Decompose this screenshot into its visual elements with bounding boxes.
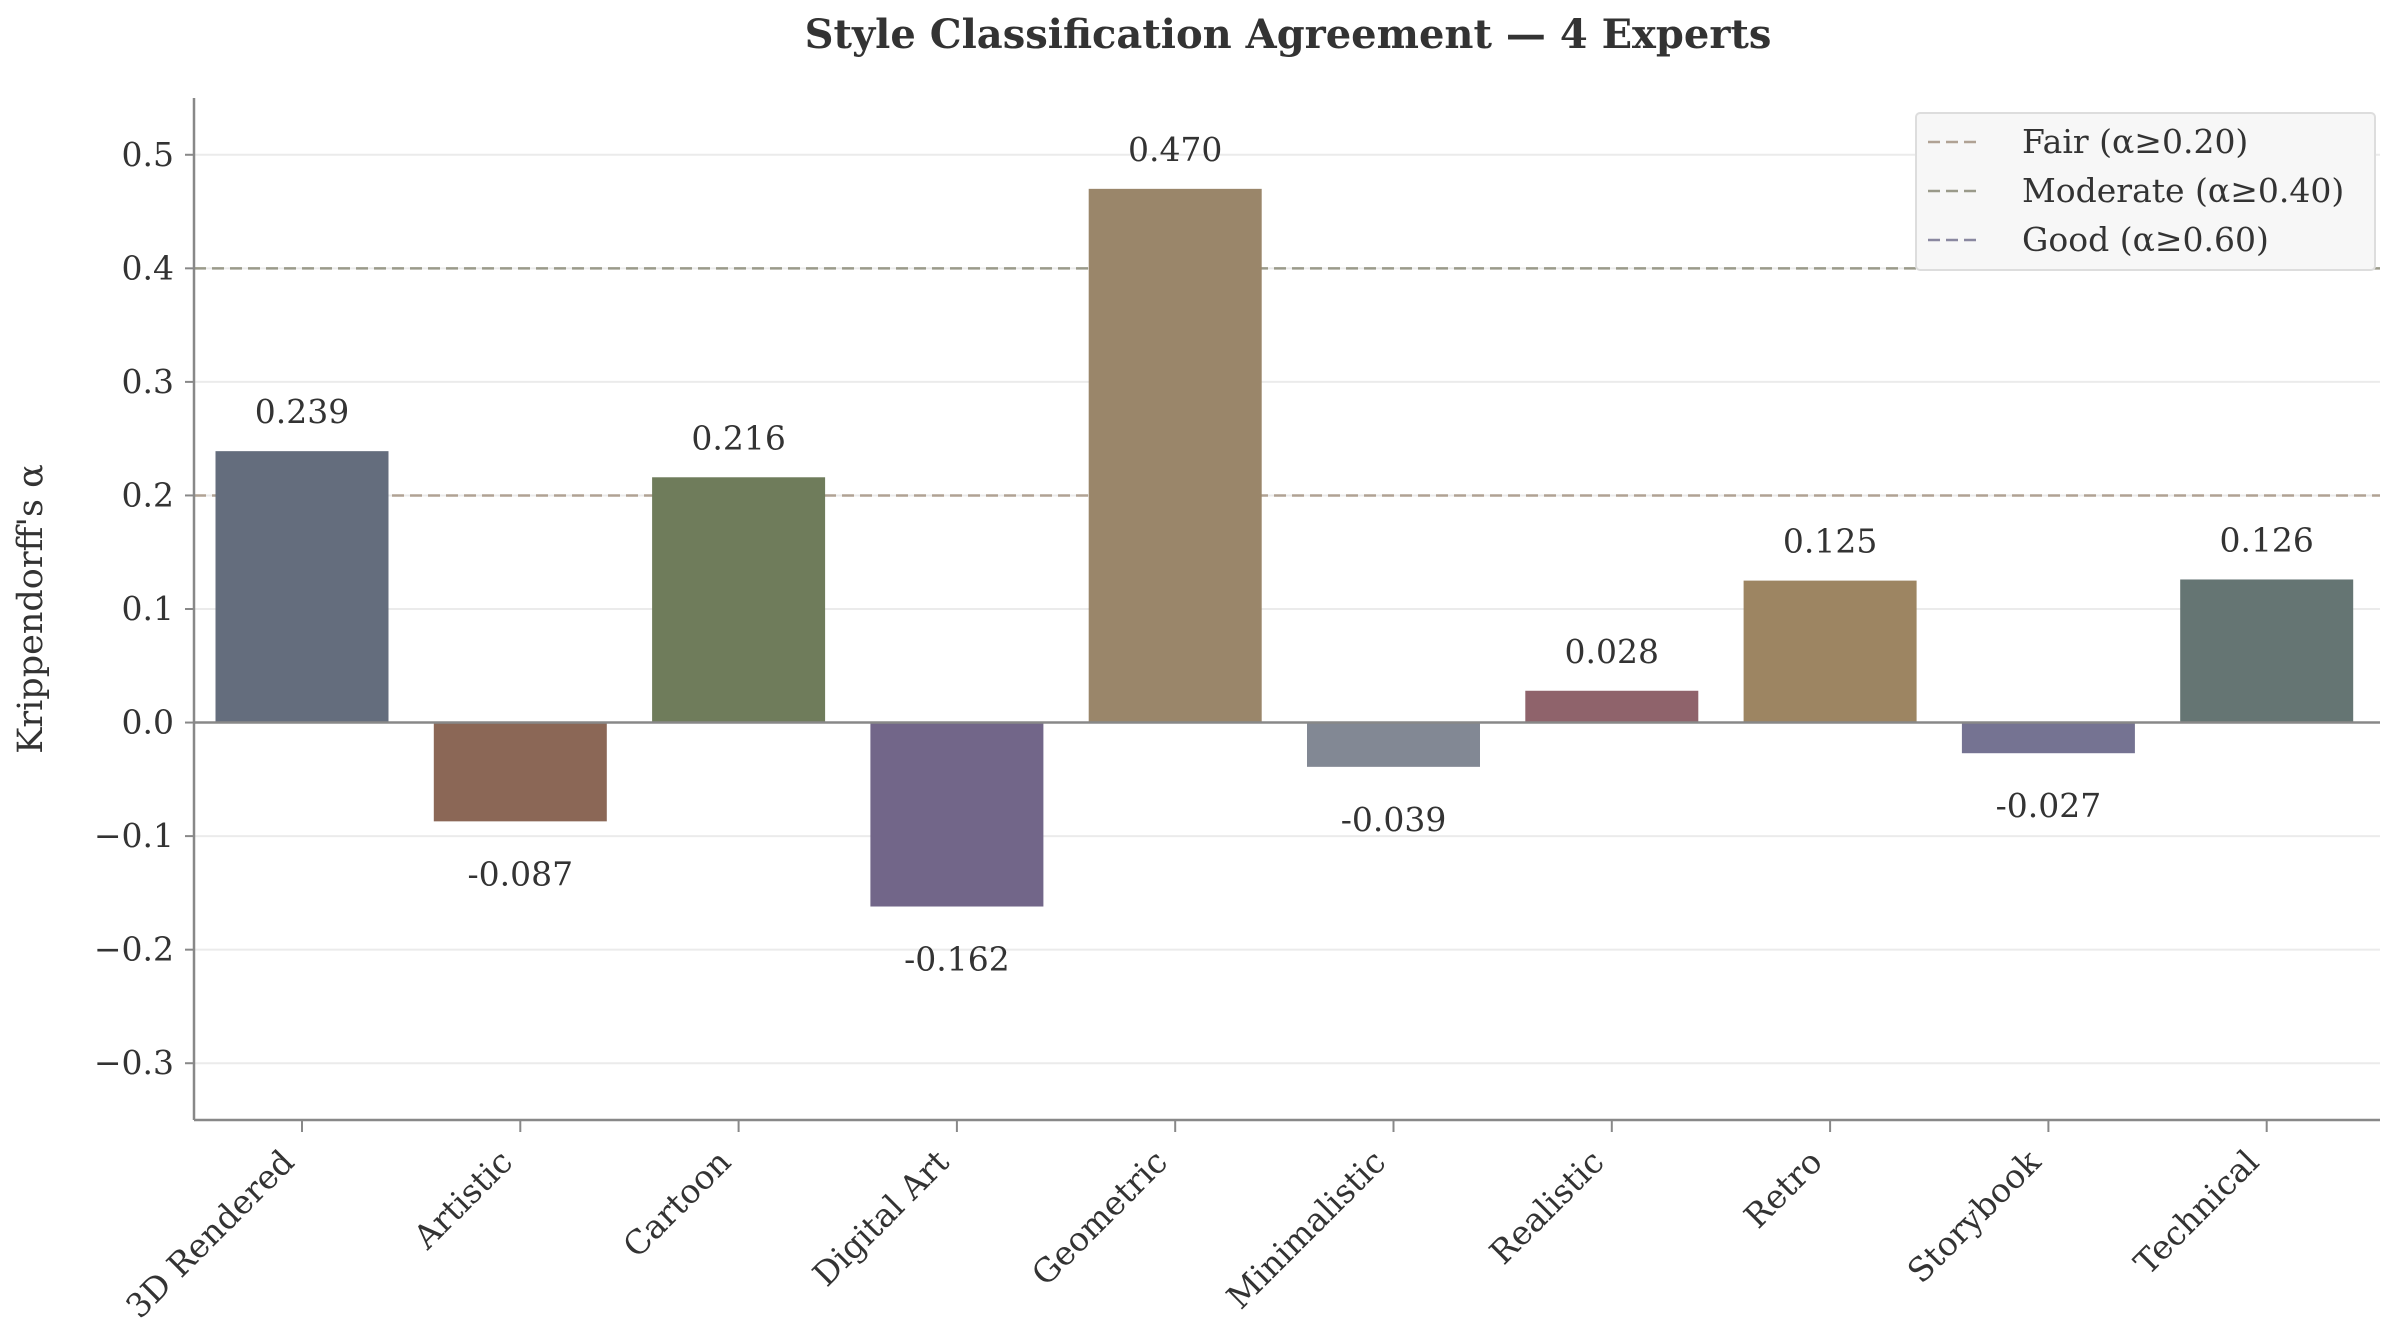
bar-geometric bbox=[1088, 188, 1262, 723]
y-tick-label: −0.3 bbox=[94, 1043, 174, 1082]
legend-entry: Good (α≥0.60) bbox=[2022, 220, 2269, 259]
x-tick-label: Geometric bbox=[1024, 1142, 1175, 1293]
grid-layer bbox=[194, 153, 2380, 1065]
bar-artistic bbox=[433, 722, 607, 822]
data-label: -0.027 bbox=[1996, 786, 2102, 825]
bars bbox=[215, 188, 2354, 907]
bar-retro bbox=[1743, 580, 1917, 723]
bar-realistic bbox=[1525, 690, 1699, 723]
x-tick-label: Artistic bbox=[405, 1142, 520, 1257]
x-tick-label: Technical bbox=[2126, 1142, 2266, 1282]
x-tick-label: Retro bbox=[1736, 1142, 1830, 1236]
y-tick-label: −0.2 bbox=[94, 930, 174, 969]
bar-technical bbox=[2180, 579, 2354, 723]
y-tick-label: 0.5 bbox=[122, 135, 174, 174]
data-label: 0.239 bbox=[255, 392, 349, 431]
bar-digital-art bbox=[870, 722, 1044, 907]
x-tick-label: Realistic bbox=[1482, 1142, 1612, 1272]
data-label: 0.470 bbox=[1128, 130, 1222, 169]
x-tick-label: Digital Art bbox=[805, 1142, 957, 1294]
data-label: -0.162 bbox=[904, 940, 1010, 979]
data-label: -0.039 bbox=[1341, 800, 1447, 839]
bar-3d-rendered bbox=[215, 451, 389, 723]
data-label: 0.216 bbox=[691, 418, 785, 457]
x-tick-label: Storybook bbox=[1900, 1141, 2049, 1290]
x-tick-label: Cartoon bbox=[615, 1142, 738, 1265]
x-tick-label: Minimalistic bbox=[1219, 1142, 1393, 1316]
legend-box bbox=[1915, 112, 2376, 271]
y-tick-label: 0.1 bbox=[122, 589, 174, 628]
legend-entry: Moderate (α≥0.40) bbox=[2022, 171, 2344, 210]
x-tick-label: 3D Rendered bbox=[118, 1142, 302, 1326]
data-label: 0.028 bbox=[1565, 632, 1659, 671]
legend-entry: Fair (α≥0.20) bbox=[2022, 122, 2248, 161]
y-tick-label: 0.3 bbox=[122, 362, 174, 401]
y-axis-label: Krippendorff's α bbox=[11, 464, 51, 754]
y-tick-label: 0.2 bbox=[122, 475, 174, 514]
y-tick-label: 0.0 bbox=[122, 703, 174, 742]
bar-minimalistic bbox=[1307, 722, 1480, 767]
bar-storybook bbox=[1961, 722, 2135, 754]
value-labels: 0.239 -0.087 0.216 -0.162 0.470 -0.039 0.028 0.… bbox=[255, 130, 2314, 979]
data-label: -0.087 bbox=[467, 854, 573, 893]
y-tick-label: 0.4 bbox=[122, 248, 174, 287]
data-label: 0.126 bbox=[2219, 520, 2313, 559]
y-tick-label: −0.1 bbox=[94, 816, 174, 855]
chart-title: Style Classification Agreement — 4 Exper… bbox=[805, 11, 1772, 58]
data-label: 0.125 bbox=[1783, 522, 1877, 561]
bar-cartoon bbox=[652, 477, 826, 723]
legend: Fair (α≥0.20) Moderate (α≥0.40) Good (α≥0.… bbox=[1915, 112, 2376, 271]
